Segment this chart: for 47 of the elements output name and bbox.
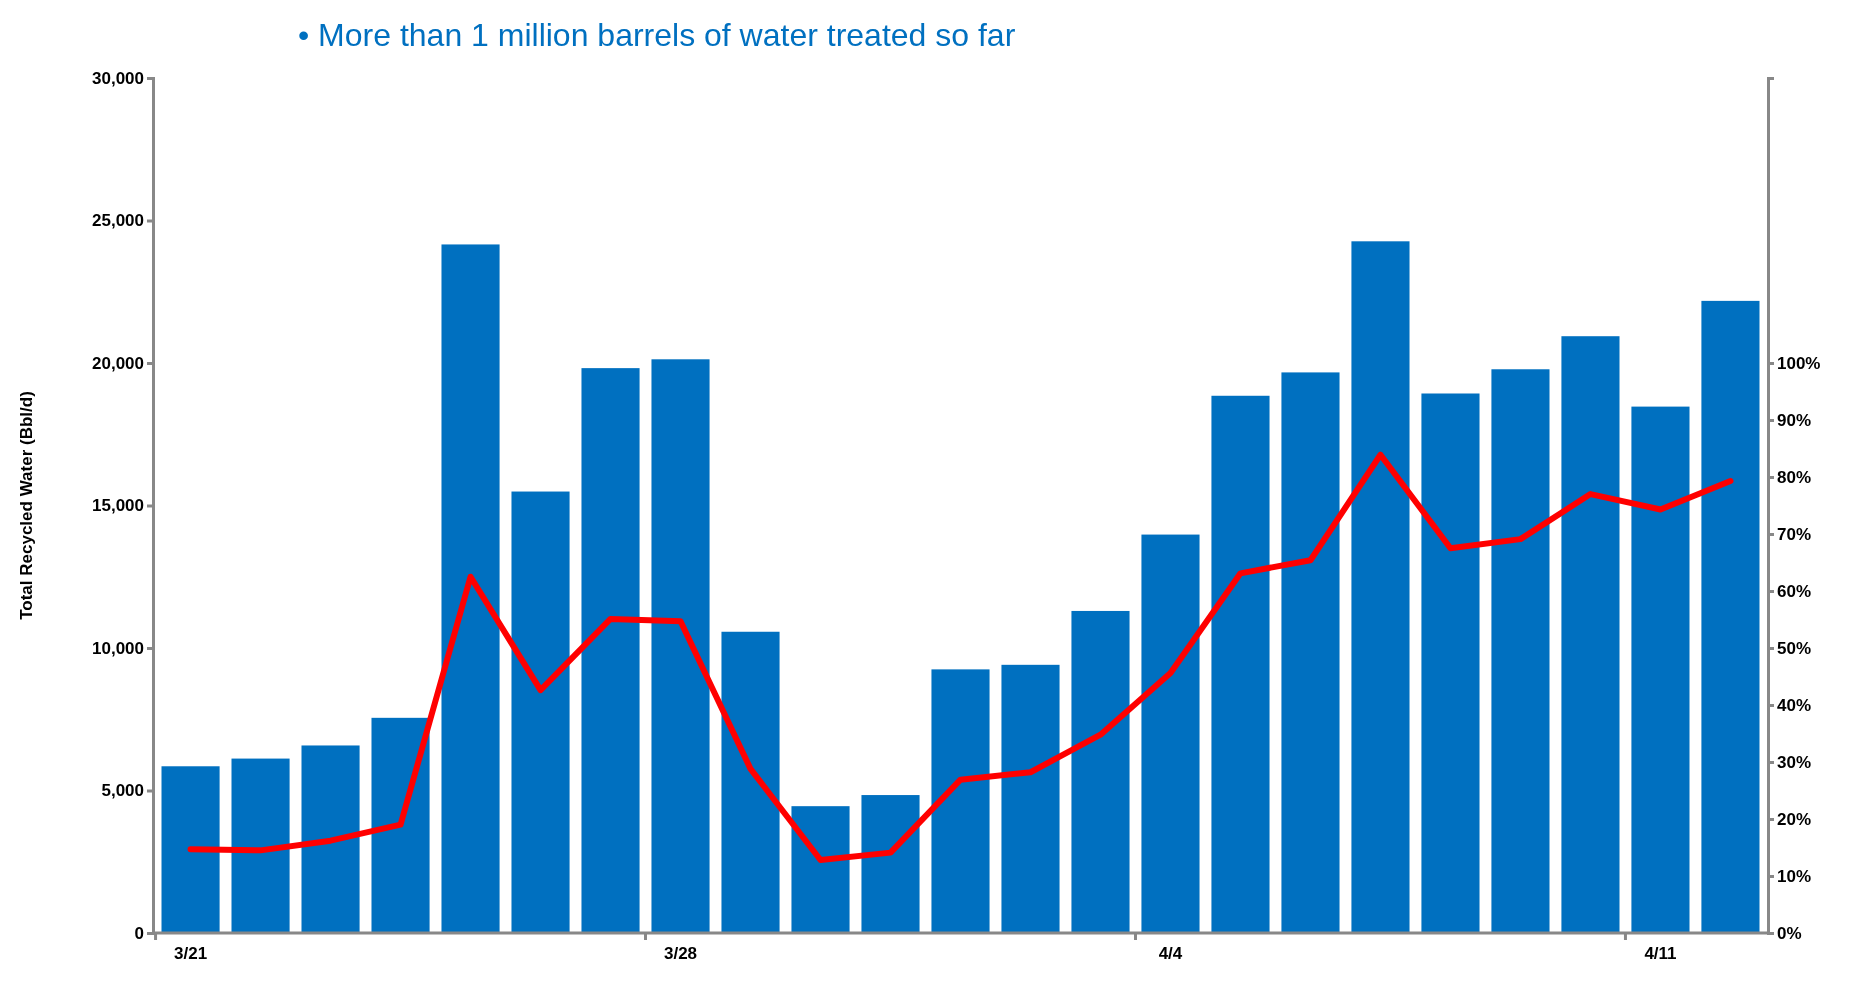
y2-tick-label: 10%: [1777, 866, 1812, 886]
bar: [511, 491, 570, 933]
x-tick-label: 4/11: [1644, 944, 1677, 963]
x-tick-label: 3/28: [663, 944, 698, 963]
y2-tick-label: 60%: [1777, 581, 1812, 601]
bar: [1561, 336, 1620, 933]
bar: [721, 631, 780, 933]
bar: [1491, 369, 1550, 933]
bar: [1141, 534, 1200, 933]
bar: [1281, 372, 1340, 933]
y2-tick-label: 50%: [1777, 638, 1812, 658]
x-tick-label: 3/21: [174, 944, 208, 963]
y-tick-label: 0: [134, 923, 144, 943]
y-tick-label: 25,000: [92, 211, 144, 231]
y2-tick-label: 40%: [1777, 695, 1812, 715]
chart-title: • More than 1 million barrels of water treated so far: [298, 17, 1016, 53]
bar: [231, 758, 290, 933]
x-tick-label: 4/4: [1158, 944, 1183, 963]
bar: [651, 359, 710, 933]
bar: [371, 717, 430, 933]
y-tick-label: 15,000: [92, 496, 144, 516]
bar: [161, 766, 220, 933]
bar: [1421, 393, 1480, 933]
bar: [1631, 406, 1690, 933]
y2-tick-label: 80%: [1777, 467, 1812, 487]
bar: [791, 806, 850, 933]
y-axis-title: Total Recycled Water (Bbl/d): [17, 391, 36, 620]
bar: [581, 368, 640, 933]
bar: [1071, 610, 1130, 933]
y2-tick-label: 100%: [1777, 353, 1821, 373]
y-tick-label: 5,000: [101, 781, 144, 801]
y-tick-label: 30,000: [92, 68, 144, 88]
y2-tick-label: 30%: [1777, 752, 1812, 772]
y2-tick-label: 70%: [1777, 524, 1812, 544]
y2-tick-label: 20%: [1777, 809, 1812, 829]
y2-tick-label: 0%: [1777, 923, 1802, 943]
bar: [1701, 300, 1760, 933]
y-tick-label: 10,000: [92, 638, 144, 658]
bar: [931, 669, 990, 933]
bar: [441, 244, 500, 933]
bar: [1211, 395, 1270, 933]
bar: [1001, 664, 1060, 933]
bar: [1351, 241, 1410, 933]
bar: [301, 745, 360, 933]
y2-tick-label: 90%: [1777, 410, 1812, 430]
bar: [861, 795, 920, 933]
y-tick-label: 20,000: [92, 353, 144, 373]
